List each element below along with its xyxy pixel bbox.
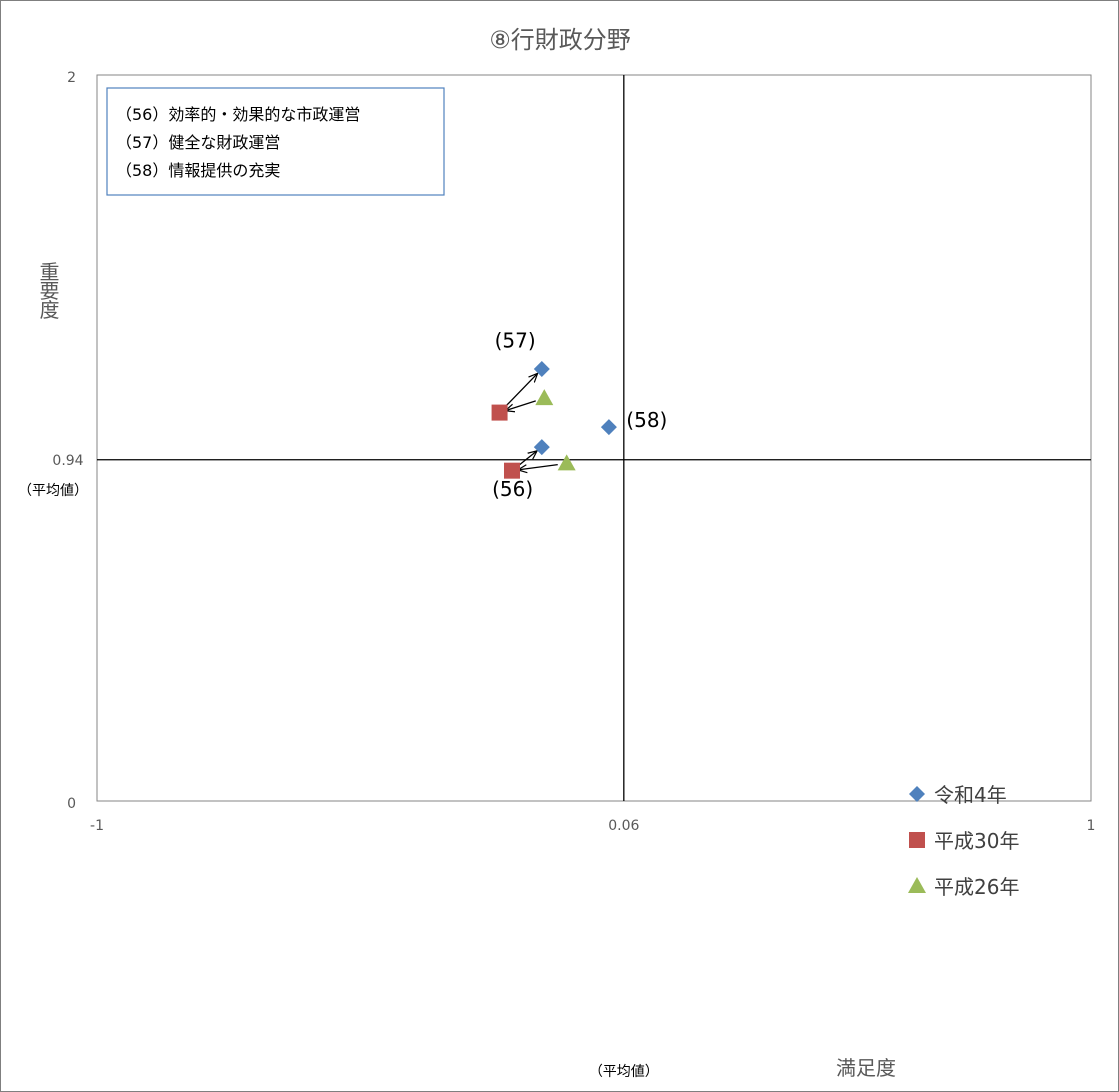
point-diamond-58 (600, 419, 617, 436)
point-labels: (57) (58) (56) (492, 328, 667, 501)
x-average-value: 0.06 (608, 818, 639, 834)
note-58: （58）情報提供の充実 (116, 161, 280, 180)
x-axis-title: 満足度 (836, 1056, 896, 1080)
legend-item-1-marker (909, 832, 925, 848)
legend-item-0-marker (909, 786, 925, 802)
plot-area (96, 74, 1092, 802)
chart-title: ⑧行財政分野 (489, 26, 631, 54)
point-square-57 (491, 404, 508, 421)
change-arrow-0 (518, 463, 558, 470)
y-tick-max: 2 (67, 70, 76, 86)
legend-item-0-label: 令和4年 (934, 783, 1007, 807)
legend-item-2-label: 平成26年 (934, 875, 1019, 899)
y-average-label: （平均値） (18, 483, 88, 499)
notes-box (106, 87, 445, 196)
note-56: （56）効率的・効果的な市政運営 (116, 105, 360, 124)
x-tick-min: -1 (90, 818, 104, 834)
change-arrow-1 (518, 451, 537, 466)
y-average-value: 0.94 (52, 453, 83, 469)
y-tick-min: 0 (67, 796, 76, 812)
data-points (491, 361, 617, 479)
point-triangle-57 (535, 389, 554, 406)
y-axis-title: 重要度 (36, 261, 60, 319)
point-label-56: (56) (492, 477, 533, 501)
change-arrow-2 (505, 400, 536, 411)
point-label-57: (57) (495, 328, 536, 352)
change-arrow-3 (505, 373, 538, 407)
legend-item-2-marker (908, 877, 926, 893)
change-arrows (505, 373, 558, 470)
point-label-58: (58) (626, 408, 667, 432)
x-average-label: （平均値） (589, 1064, 659, 1080)
legend-item-1-label: 平成30年 (934, 829, 1019, 853)
point-square-56 (503, 462, 520, 479)
point-triangle-56 (557, 454, 576, 471)
point-diamond-56 (533, 439, 550, 456)
legend: 令和4年 平成30年 平成26年 (908, 783, 1019, 899)
x-tick-max: 1 (1087, 818, 1096, 834)
point-diamond-57 (533, 361, 550, 378)
note-57: （57）健全な財政運営 (116, 133, 280, 152)
